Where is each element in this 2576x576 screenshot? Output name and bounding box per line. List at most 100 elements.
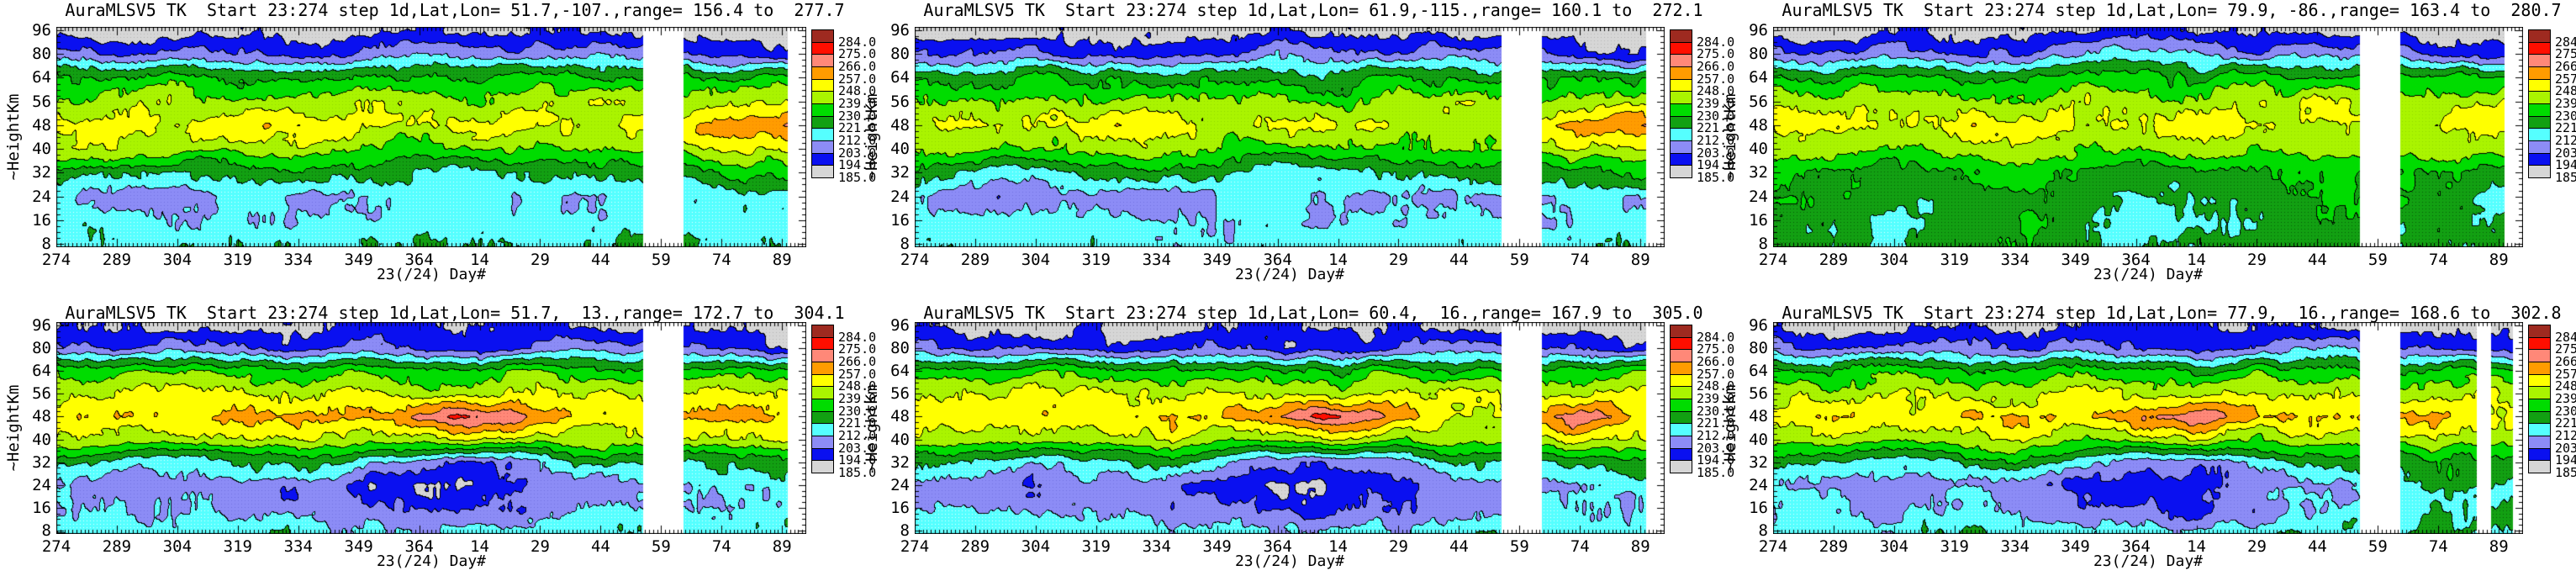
colorbar-swatch [2528, 41, 2551, 55]
x-tick-label: 334 [2000, 251, 2030, 269]
y-tick-label: 32 [890, 452, 910, 472]
colorbar-swatch [811, 399, 834, 412]
y-tick-label: 32 [32, 452, 51, 472]
x-tick-label: 14 [1328, 537, 1348, 556]
y-tick-label: 8 [41, 235, 51, 253]
colorbar-tick-label: 257.0 [1697, 71, 1735, 87]
x-tick-label: 59 [2367, 251, 2388, 269]
colorbar-swatch [1670, 362, 1692, 375]
x-tick-label: 89 [772, 251, 792, 269]
contour-plot-canvas [1773, 322, 2523, 534]
y-tick-label: 80 [890, 45, 910, 64]
x-tick-label: 274 [41, 537, 71, 556]
y-tick-label: 80 [1749, 339, 1768, 358]
colorbar-tick-label: 284.0 [1697, 34, 1735, 50]
colorbar-swatch [1670, 128, 1692, 141]
colorbar-swatch [811, 54, 834, 67]
x-tick-label: 319 [1081, 251, 1111, 269]
x-tick-label: 289 [102, 537, 132, 556]
y-tick-label: 56 [1749, 92, 1768, 111]
x-tick-label: 319 [1081, 537, 1111, 556]
y-tick-label: 64 [890, 68, 910, 87]
panel-title: AuraMLSV5 TK Start 23:274 step 1d,Lat,Lo… [923, 303, 1703, 323]
x-tick-label: 29 [1389, 251, 1408, 269]
colorbar-tick-label: 266.0 [838, 59, 877, 74]
y-tick-label: 56 [890, 92, 910, 111]
colorbar-swatch [2528, 399, 2551, 412]
y-tick-label: 96 [32, 21, 51, 40]
x-tick-label: 59 [1509, 537, 1529, 556]
colorbar-swatch [811, 91, 834, 104]
y-tick-label: 48 [32, 115, 51, 135]
y-tick-label: 48 [32, 407, 51, 426]
colorbar-tick-label: 194.0 [1697, 452, 1735, 468]
colorbar-tick-label: 185.0 [838, 170, 877, 185]
y-tick-label: 64 [890, 362, 910, 381]
x-tick-label: 304 [1879, 537, 1909, 556]
colorbar-tick-label: 212.0 [838, 133, 877, 148]
x-tick-label: 319 [223, 537, 252, 556]
colorbar-tick-label: 248.0 [1697, 378, 1735, 394]
y-tick-label: 40 [890, 140, 910, 159]
colorbar-tick-label: 248.0 [838, 378, 877, 394]
colorbar-tick-label: 248.0 [2555, 378, 2576, 394]
y-tick-label: 48 [890, 407, 910, 426]
colorbar-tick-label: 275.0 [2555, 341, 2576, 357]
x-tick-label: 349 [344, 537, 373, 556]
x-tick-label: 14 [2187, 537, 2206, 556]
y-tick-label: 96 [1749, 316, 1768, 335]
colorbar-swatch [2528, 336, 2551, 351]
colorbar-swatch [1670, 410, 1692, 425]
plot-panel-4: AuraMLSV5 TK Start 23:274 step 1d,Lat,Lo… [0, 288, 876, 576]
x-tick-label: 304 [162, 251, 193, 269]
colorbar-swatch [2528, 91, 2551, 104]
colorbar-swatch [1670, 54, 1692, 67]
colorbar-swatch [811, 436, 834, 449]
y-tick-label: 32 [890, 163, 910, 182]
colorbar-tick-label: 239.0 [1697, 96, 1735, 111]
y-tick-label: 56 [32, 384, 51, 404]
plot-panel-5: AuraMLSV5 TK Start 23:274 step 1d,Lat,Lo… [858, 288, 1734, 576]
colorbar-tick-label: 194.0 [1697, 157, 1735, 173]
y-tick-label: 80 [1749, 45, 1768, 64]
x-tick-label: 89 [772, 537, 792, 556]
x-tick-label: 44 [1449, 251, 1469, 269]
colorbar-tick-label: 230.0 [1697, 108, 1735, 124]
colorbar-swatch [1670, 78, 1692, 92]
x-tick-label: 349 [344, 251, 373, 269]
y-tick-label: 40 [890, 430, 910, 449]
x-tick-label: 349 [1202, 537, 1232, 556]
y-tick-label: 16 [890, 498, 910, 517]
y-tick-label: 8 [1758, 235, 1768, 253]
y-tick-label: 56 [32, 92, 51, 111]
panel-title: AuraMLSV5 TK Start 23:274 step 1d,Lat,Lo… [65, 0, 845, 20]
x-tick-label: 44 [590, 537, 610, 556]
contour-plot-canvas [56, 27, 806, 247]
colorbar-tick-label: 275.0 [1697, 46, 1735, 62]
colorbar-tick-label: 212.0 [1697, 133, 1735, 148]
x-tick-label: 289 [1819, 537, 1849, 556]
x-tick-label: 319 [223, 251, 252, 269]
y-tick-label: 80 [32, 339, 51, 358]
x-tick-label: 29 [1389, 537, 1408, 556]
y-tick-label: 16 [32, 210, 51, 230]
colorbar-swatch [1670, 115, 1692, 129]
y-tick-label: 32 [1749, 452, 1768, 472]
x-tick-label: 74 [2428, 537, 2448, 556]
colorbar-swatch [2528, 140, 2551, 154]
colorbar-tick-label: 221.0 [838, 120, 877, 136]
y-tick-label: 56 [1749, 384, 1768, 404]
colorbar-tick-label: 203.0 [1697, 440, 1735, 456]
x-tick-label: 334 [2000, 537, 2030, 556]
colorbar-tick-label: 194.0 [2555, 157, 2576, 173]
y-tick-label: 16 [890, 210, 910, 230]
colorbar-tick-label: 203.0 [838, 440, 877, 456]
colorbar-swatch [811, 78, 834, 92]
colorbar-swatch [1670, 29, 1692, 43]
colorbar-tick-label: 248.0 [2555, 83, 2576, 99]
colorbar-tick-label: 257.0 [2555, 366, 2576, 382]
y-tick-label: 24 [1749, 187, 1768, 206]
colorbar-swatch [1670, 41, 1692, 55]
y-tick-label: 96 [32, 316, 51, 335]
